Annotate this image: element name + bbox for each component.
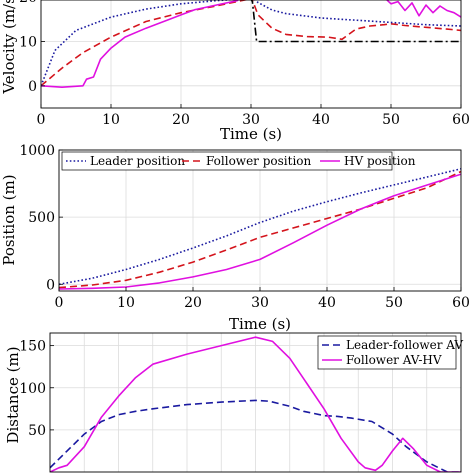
legend-label: HV position <box>344 154 416 168</box>
x-tick-label: 40 <box>312 112 330 128</box>
chart-panel-2: 0 10 20 30 40 50 60 0 500 1000 Time (s) Position (m… <box>0 143 470 333</box>
y-tick-label: 150 <box>19 339 46 355</box>
x-tick-label: 30 <box>242 112 260 128</box>
x-tick-label: 30 <box>251 295 269 311</box>
x-tick-label: 0 <box>37 112 46 128</box>
series-line-3 <box>250 0 461 43</box>
x-tick-label: 20 <box>172 112 190 128</box>
series-line-4 <box>41 0 461 88</box>
y-tick-label: 0 <box>28 79 37 95</box>
series-line-1 <box>59 168 461 286</box>
legend-label: Leader position <box>90 154 185 168</box>
y-tick-label: 10 <box>19 35 37 51</box>
x-tick-label: 50 <box>385 295 403 311</box>
x-axis-label: Time (s) <box>220 125 282 143</box>
series-line-2 <box>50 336 461 472</box>
legend-label: Follower AV-HV <box>346 353 442 367</box>
x-tick-label: 10 <box>117 295 135 311</box>
series-line-2 <box>59 170 461 289</box>
legend-label: Follower position <box>206 154 312 168</box>
y-tick-label: 0 <box>46 277 55 293</box>
legend: Leader position Follower position HV posit… <box>61 151 416 171</box>
gridlines <box>40 0 462 108</box>
legend-label: Leader-follower AV <box>346 338 463 352</box>
x-tick-label: 40 <box>318 295 336 311</box>
series-line-1 <box>41 0 461 87</box>
gridlines <box>58 149 462 291</box>
x-tick-label: 60 <box>452 112 470 128</box>
x-tick-label: 10 <box>102 112 120 128</box>
x-tick-label: 50 <box>382 112 400 128</box>
legend-box <box>61 151 393 171</box>
y-tick-label: 100 <box>19 381 46 397</box>
legend-box <box>317 335 457 370</box>
x-tick-label: 60 <box>452 295 470 311</box>
x-tick-label: 20 <box>184 295 202 311</box>
y-axis-label: Distance (m) <box>4 346 22 443</box>
y-tick-label: 50 <box>28 423 46 439</box>
chart-panel-1: 0 10 20 30 40 50 60 0 10 20 Time (s) Velocity (m/s) <box>0 0 470 143</box>
y-axis-label: Position (m) <box>0 174 18 265</box>
y-axis-label: Velocity (m/s) <box>0 0 18 95</box>
series-line-1 <box>50 399 461 472</box>
x-axis-label: Time (s) <box>229 315 291 333</box>
y-tick-label: 20 <box>19 0 37 6</box>
series-line-2 <box>41 0 461 87</box>
x-tick-label: 0 <box>55 295 64 311</box>
y-tick-label: 1000 <box>19 143 55 159</box>
plot-frame <box>49 332 462 473</box>
y-tick-label: 500 <box>28 210 55 226</box>
